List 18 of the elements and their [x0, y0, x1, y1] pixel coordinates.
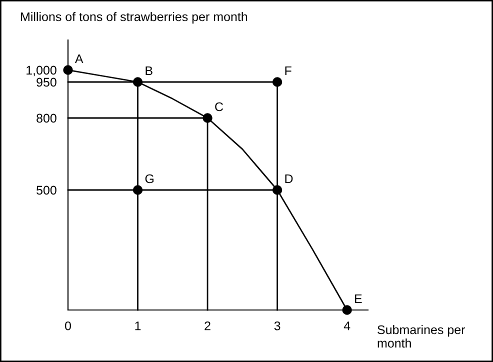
x-tick-label: 1: [135, 322, 141, 330]
x-tick-label: 2: [204, 321, 210, 330]
y-tick-label: 1,000: [26, 66, 56, 76]
annotation: D: [285, 174, 293, 184]
x-tick-label: 4: [344, 322, 350, 330]
x-axis-title: Submarines per month: [378, 325, 466, 348]
y-tick-label: 800: [36, 114, 56, 123]
x-tick-label: 0: [65, 321, 71, 330]
annotation: E: [355, 294, 362, 304]
annotation: C: [215, 102, 224, 112]
annotation: G: [145, 174, 154, 184]
y-tick-label: 950: [36, 78, 56, 87]
x-tick-label: 3: [274, 321, 280, 330]
annotation: F: [285, 66, 292, 76]
y-tick-label: 500: [36, 186, 56, 195]
annotation: A: [74, 54, 84, 64]
annotation: B: [146, 66, 152, 76]
y-axis-title: Millions of tons of strawberries per month: [21, 12, 248, 24]
